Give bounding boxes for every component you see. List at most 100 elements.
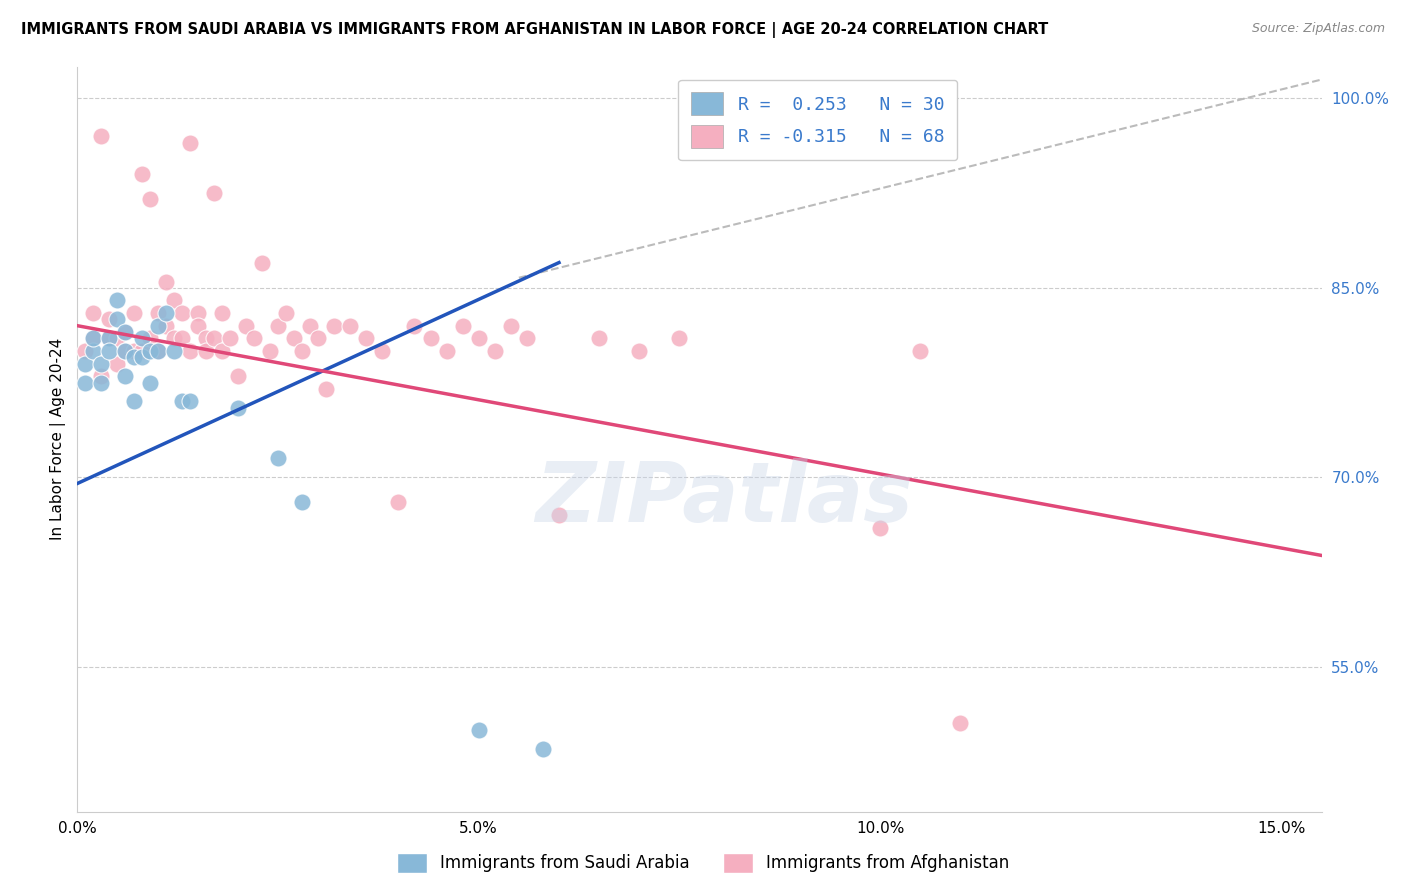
Point bbox=[75, 343, 97, 358]
Point bbox=[467, 331, 489, 345]
Point bbox=[122, 343, 145, 358]
Point bbox=[107, 312, 129, 326]
Point bbox=[90, 129, 112, 144]
Text: Source: ZipAtlas.com: Source: ZipAtlas.com bbox=[1251, 22, 1385, 36]
Point bbox=[499, 318, 522, 333]
Point bbox=[131, 351, 153, 365]
Point bbox=[218, 331, 240, 345]
Point bbox=[75, 357, 97, 371]
Point bbox=[187, 318, 209, 333]
Point bbox=[122, 394, 145, 409]
Point bbox=[131, 167, 153, 181]
Point bbox=[138, 343, 160, 358]
Point bbox=[131, 331, 153, 345]
Point bbox=[243, 331, 266, 345]
Point bbox=[146, 343, 169, 358]
Point bbox=[194, 343, 217, 358]
Point bbox=[387, 495, 409, 509]
Point bbox=[138, 331, 160, 345]
Point bbox=[949, 716, 972, 731]
Point bbox=[138, 193, 160, 207]
Point bbox=[356, 331, 378, 345]
Point bbox=[548, 508, 571, 522]
Point bbox=[146, 318, 169, 333]
Point bbox=[170, 394, 193, 409]
Point bbox=[114, 343, 136, 358]
Point bbox=[323, 318, 346, 333]
Point bbox=[179, 136, 201, 150]
Point bbox=[131, 343, 153, 358]
Point bbox=[404, 318, 426, 333]
Point bbox=[90, 357, 112, 371]
Legend: Immigrants from Saudi Arabia, Immigrants from Afghanistan: Immigrants from Saudi Arabia, Immigrants… bbox=[389, 847, 1017, 880]
Point bbox=[467, 723, 489, 737]
Point bbox=[82, 306, 104, 320]
Point bbox=[82, 331, 104, 345]
Point bbox=[98, 343, 121, 358]
Point bbox=[98, 312, 121, 326]
Point bbox=[114, 369, 136, 384]
Point bbox=[187, 306, 209, 320]
Point bbox=[107, 331, 129, 345]
Point bbox=[259, 343, 281, 358]
Point bbox=[107, 357, 129, 371]
Point bbox=[235, 318, 257, 333]
Point bbox=[226, 401, 249, 415]
Point bbox=[202, 186, 225, 201]
Point bbox=[202, 331, 225, 345]
Legend: R =  0.253   N = 30, R = -0.315   N = 68: R = 0.253 N = 30, R = -0.315 N = 68 bbox=[678, 79, 957, 161]
Point bbox=[307, 331, 329, 345]
Point bbox=[146, 343, 169, 358]
Point bbox=[107, 293, 129, 308]
Point bbox=[419, 331, 441, 345]
Point bbox=[339, 318, 361, 333]
Point bbox=[155, 275, 177, 289]
Point bbox=[267, 451, 290, 466]
Point bbox=[155, 318, 177, 333]
Point bbox=[628, 343, 651, 358]
Point bbox=[194, 331, 217, 345]
Text: ZIPatlas: ZIPatlas bbox=[536, 458, 914, 540]
Point bbox=[114, 325, 136, 339]
Point bbox=[211, 306, 233, 320]
Point bbox=[668, 331, 690, 345]
Point bbox=[163, 331, 186, 345]
Point bbox=[163, 343, 186, 358]
Point bbox=[371, 343, 394, 358]
Point bbox=[211, 343, 233, 358]
Point bbox=[122, 351, 145, 365]
Point bbox=[291, 495, 314, 509]
Point bbox=[531, 741, 554, 756]
Point bbox=[90, 376, 112, 390]
Point bbox=[170, 331, 193, 345]
Point bbox=[90, 369, 112, 384]
Point bbox=[170, 306, 193, 320]
Point bbox=[114, 343, 136, 358]
Y-axis label: In Labor Force | Age 20-24: In Labor Force | Age 20-24 bbox=[51, 338, 66, 541]
Point bbox=[98, 331, 121, 345]
Point bbox=[315, 382, 337, 396]
Point bbox=[267, 318, 290, 333]
Point bbox=[250, 255, 273, 269]
Point bbox=[869, 521, 891, 535]
Point bbox=[299, 318, 322, 333]
Point bbox=[484, 343, 506, 358]
Point bbox=[75, 376, 97, 390]
Point bbox=[516, 331, 538, 345]
Point bbox=[226, 369, 249, 384]
Text: IMMIGRANTS FROM SAUDI ARABIA VS IMMIGRANTS FROM AFGHANISTAN IN LABOR FORCE | AGE: IMMIGRANTS FROM SAUDI ARABIA VS IMMIGRAN… bbox=[21, 22, 1049, 38]
Point bbox=[274, 306, 297, 320]
Point bbox=[138, 376, 160, 390]
Point bbox=[291, 343, 314, 358]
Point bbox=[163, 293, 186, 308]
Point bbox=[283, 331, 305, 345]
Point bbox=[114, 325, 136, 339]
Point bbox=[122, 306, 145, 320]
Point bbox=[179, 343, 201, 358]
Point bbox=[98, 331, 121, 345]
Point bbox=[436, 343, 458, 358]
Point bbox=[179, 394, 201, 409]
Point bbox=[451, 318, 474, 333]
Point bbox=[146, 306, 169, 320]
Point bbox=[910, 343, 932, 358]
